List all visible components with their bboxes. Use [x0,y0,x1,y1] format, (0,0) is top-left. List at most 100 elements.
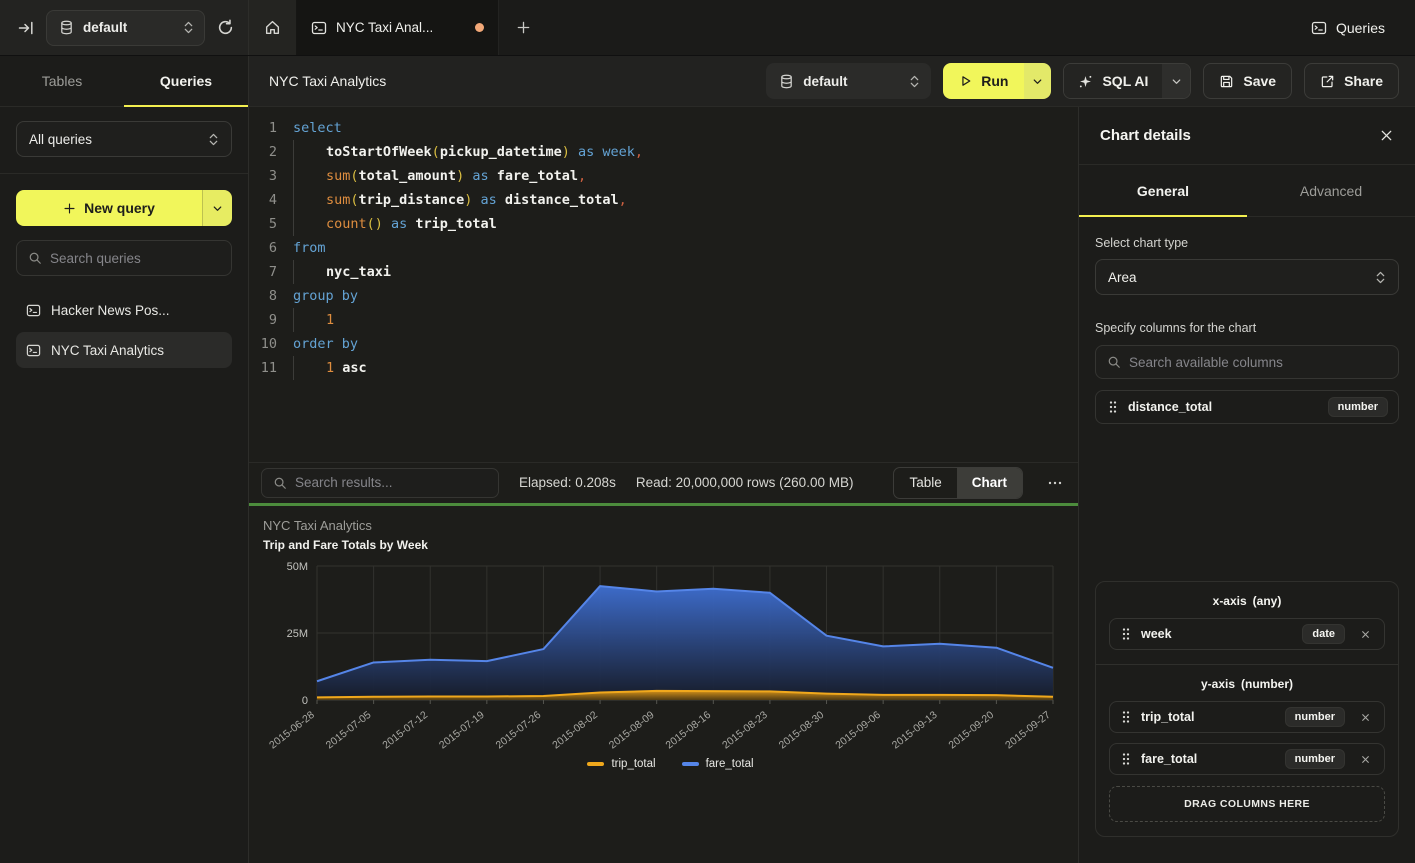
drag-columns-dropzone[interactable]: DRAG COLUMNS HERE [1109,786,1385,822]
query-list-item[interactable]: Hacker News Pos... [16,292,232,328]
topbar-left: default [0,0,249,55]
home-icon [264,19,281,36]
sql-ai-button[interactable]: SQL AI [1064,64,1162,98]
refresh-icon[interactable] [217,19,234,36]
svg-text:2015-09-20: 2015-09-20 [947,708,997,751]
results-search-input[interactable] [295,475,487,490]
axis-column-name: trip_total [1141,710,1275,724]
chart-title: NYC Taxi Analytics [263,518,1078,533]
new-tab-button[interactable] [499,0,547,55]
run-database-value: default [803,74,900,89]
tab-advanced[interactable]: Advanced [1247,165,1415,216]
sql-ai-split-button: SQL AI [1063,63,1191,99]
chart-panel: NYC Taxi Analytics Trip and Fare Totals … [249,506,1078,863]
query-tab-active[interactable]: NYC Taxi Anal... [297,0,499,55]
y-axis-label: y-axis [1201,677,1235,691]
run-split-button: Run [943,63,1051,99]
chart-type-select[interactable]: Area [1095,259,1399,295]
query-item-label: NYC Taxi Analytics [51,343,164,358]
remove-column-icon[interactable] [1355,751,1376,768]
read-stat: Read: 20,000,000 rows (260.00 MB) [636,475,854,490]
chart-type-label: Select chart type [1095,236,1399,250]
svg-text:2015-08-23: 2015-08-23 [720,708,770,751]
database-selector-value: default [83,20,174,35]
plus-icon [63,202,76,215]
run-database-selector[interactable]: default [766,63,931,99]
save-icon [1219,74,1234,89]
drag-handle-icon[interactable] [1108,400,1118,414]
remove-column-icon[interactable] [1355,626,1376,643]
database-selector[interactable]: default [46,10,205,46]
columns-search-input[interactable] [1129,355,1387,370]
svg-text:2015-08-09: 2015-08-09 [607,708,657,751]
sparkle-icon [1078,74,1093,89]
view-table-button[interactable]: Table [894,468,956,498]
chevron-updown-icon [1375,270,1386,285]
database-icon [779,74,794,89]
chart-legend[interactable]: trip_total fare_total [263,758,1078,770]
terminal-icon [311,20,327,36]
new-query-label: New query [84,200,155,216]
query-list-item-active[interactable]: NYC Taxi Analytics [16,332,232,368]
home-tab[interactable] [249,0,297,55]
query-title: NYC Taxi Analytics [269,73,754,89]
y-axis-item[interactable]: fare_total number [1109,743,1385,775]
search-icon [1107,355,1121,369]
database-icon [59,20,74,35]
svg-text:2015-08-16: 2015-08-16 [663,708,713,751]
share-button[interactable]: Share [1304,63,1399,99]
sql-console-app: default NYC Taxi Anal... Queries [0,0,1415,863]
collapse-sidebar-icon[interactable] [18,20,34,36]
queries-button[interactable]: Queries [1303,14,1393,42]
query-search-input[interactable] [50,251,220,266]
drag-handle-icon[interactable] [1121,752,1131,766]
elapsed-stat: Elapsed: 0.208s [519,475,616,490]
remove-column-icon[interactable] [1355,709,1376,726]
x-axis-type-hint: (any) [1253,594,1282,608]
sql-ai-dropdown[interactable] [1162,64,1190,98]
run-button[interactable]: Run [943,63,1024,99]
sidebar-tabs: Tables Queries [0,56,248,107]
sql-editor[interactable]: 1select2toStartOfWeek(pickup_datetime) a… [249,107,1078,462]
svg-text:2015-08-30: 2015-08-30 [777,708,827,751]
svg-text:2015-09-27: 2015-09-27 [1003,708,1053,751]
query-filter-select[interactable]: All queries [16,121,232,157]
run-label: Run [981,73,1008,89]
query-search [16,240,232,276]
drag-handle-icon[interactable] [1121,710,1131,724]
query-filter-section: All queries [0,107,248,174]
tab-tables[interactable]: Tables [0,56,124,106]
top-bar: default NYC Taxi Anal... Queries [0,0,1415,56]
results-search [261,468,499,498]
legend-label: trip_total [611,758,655,770]
panel-body: Select chart type Area Specify columns f… [1079,217,1415,863]
run-options-dropdown[interactable] [1024,63,1051,99]
available-column-row[interactable]: distance_total number [1095,390,1399,424]
main-area: 1select2toStartOfWeek(pickup_datetime) a… [249,107,1078,863]
save-button[interactable]: Save [1203,63,1292,99]
drag-handle-icon[interactable] [1121,627,1131,641]
chevron-updown-icon [208,132,219,147]
y-axis-item[interactable]: trip_total number [1109,701,1385,733]
axes-config: x-axis(any) week date [1095,581,1399,837]
new-query-dropdown[interactable] [202,190,232,226]
legend-swatch [682,762,699,766]
tab-general[interactable]: General [1079,165,1247,216]
view-chart-button[interactable]: Chart [957,468,1022,498]
panel-tabs: General Advanced [1079,165,1415,217]
svg-text:2015-09-06: 2015-09-06 [833,708,883,751]
new-query-button[interactable]: New query [16,190,202,226]
legend-item[interactable]: trip_total [587,758,655,770]
x-axis-item[interactable]: week date [1109,618,1385,650]
legend-item[interactable]: fare_total [682,758,754,770]
columns-label: Specify columns for the chart [1095,321,1399,335]
terminal-icon [26,343,41,358]
panel-header: Chart details [1079,107,1415,165]
tab-queries[interactable]: Queries [124,56,248,106]
results-more-icon[interactable] [1043,475,1067,491]
tab-strip: NYC Taxi Anal... [249,0,1303,55]
close-icon[interactable] [1379,128,1394,143]
search-icon [28,251,42,265]
axis-column-name: fare_total [1141,752,1275,766]
chart-svg: 025M50M2015-06-282015-07-052015-07-12201… [263,558,1063,768]
